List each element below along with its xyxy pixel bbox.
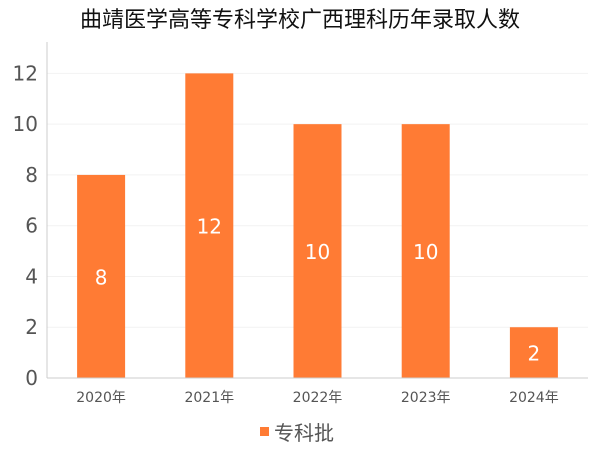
bar[interactable]: [185, 73, 234, 378]
chart-title: 曲靖医学高等专科学校广西理科历年录取人数: [80, 8, 520, 33]
data-label: 8: [95, 265, 108, 289]
legend-label: 专科批: [274, 421, 334, 445]
y-tick-label: 12: [13, 61, 38, 85]
y-tick-label: 8: [25, 163, 38, 187]
legend-swatch: [260, 427, 269, 436]
y-tick-label: 4: [25, 264, 38, 288]
legend[interactable]: 专科批: [260, 421, 334, 445]
bars: 8 12 10 10 2: [77, 73, 558, 379]
x-tick-label: 2020年: [76, 390, 126, 406]
data-label: 10: [305, 240, 330, 264]
bar[interactable]: [293, 124, 342, 379]
data-label: 2: [528, 342, 541, 366]
y-tick-label: 10: [13, 112, 38, 136]
y-tick-label: 2: [25, 315, 38, 339]
x-axis: 2020年 2021年 2022年 2023年 2024年: [47, 377, 588, 406]
bar[interactable]: [509, 327, 558, 378]
bar[interactable]: [77, 174, 126, 378]
x-tick-label: 2022年: [293, 390, 343, 406]
y-tick-label: 6: [25, 214, 38, 238]
data-label: 12: [197, 215, 222, 239]
bar[interactable]: [401, 124, 450, 379]
data-label: 10: [413, 240, 438, 264]
x-tick-label: 2021年: [184, 390, 234, 406]
x-tick-label: 2024年: [509, 390, 559, 406]
y-tick-label: 0: [25, 366, 38, 390]
x-tick-label: 2023年: [401, 390, 451, 406]
y-axis: 0 2 4 6 8 10 12: [13, 42, 48, 390]
